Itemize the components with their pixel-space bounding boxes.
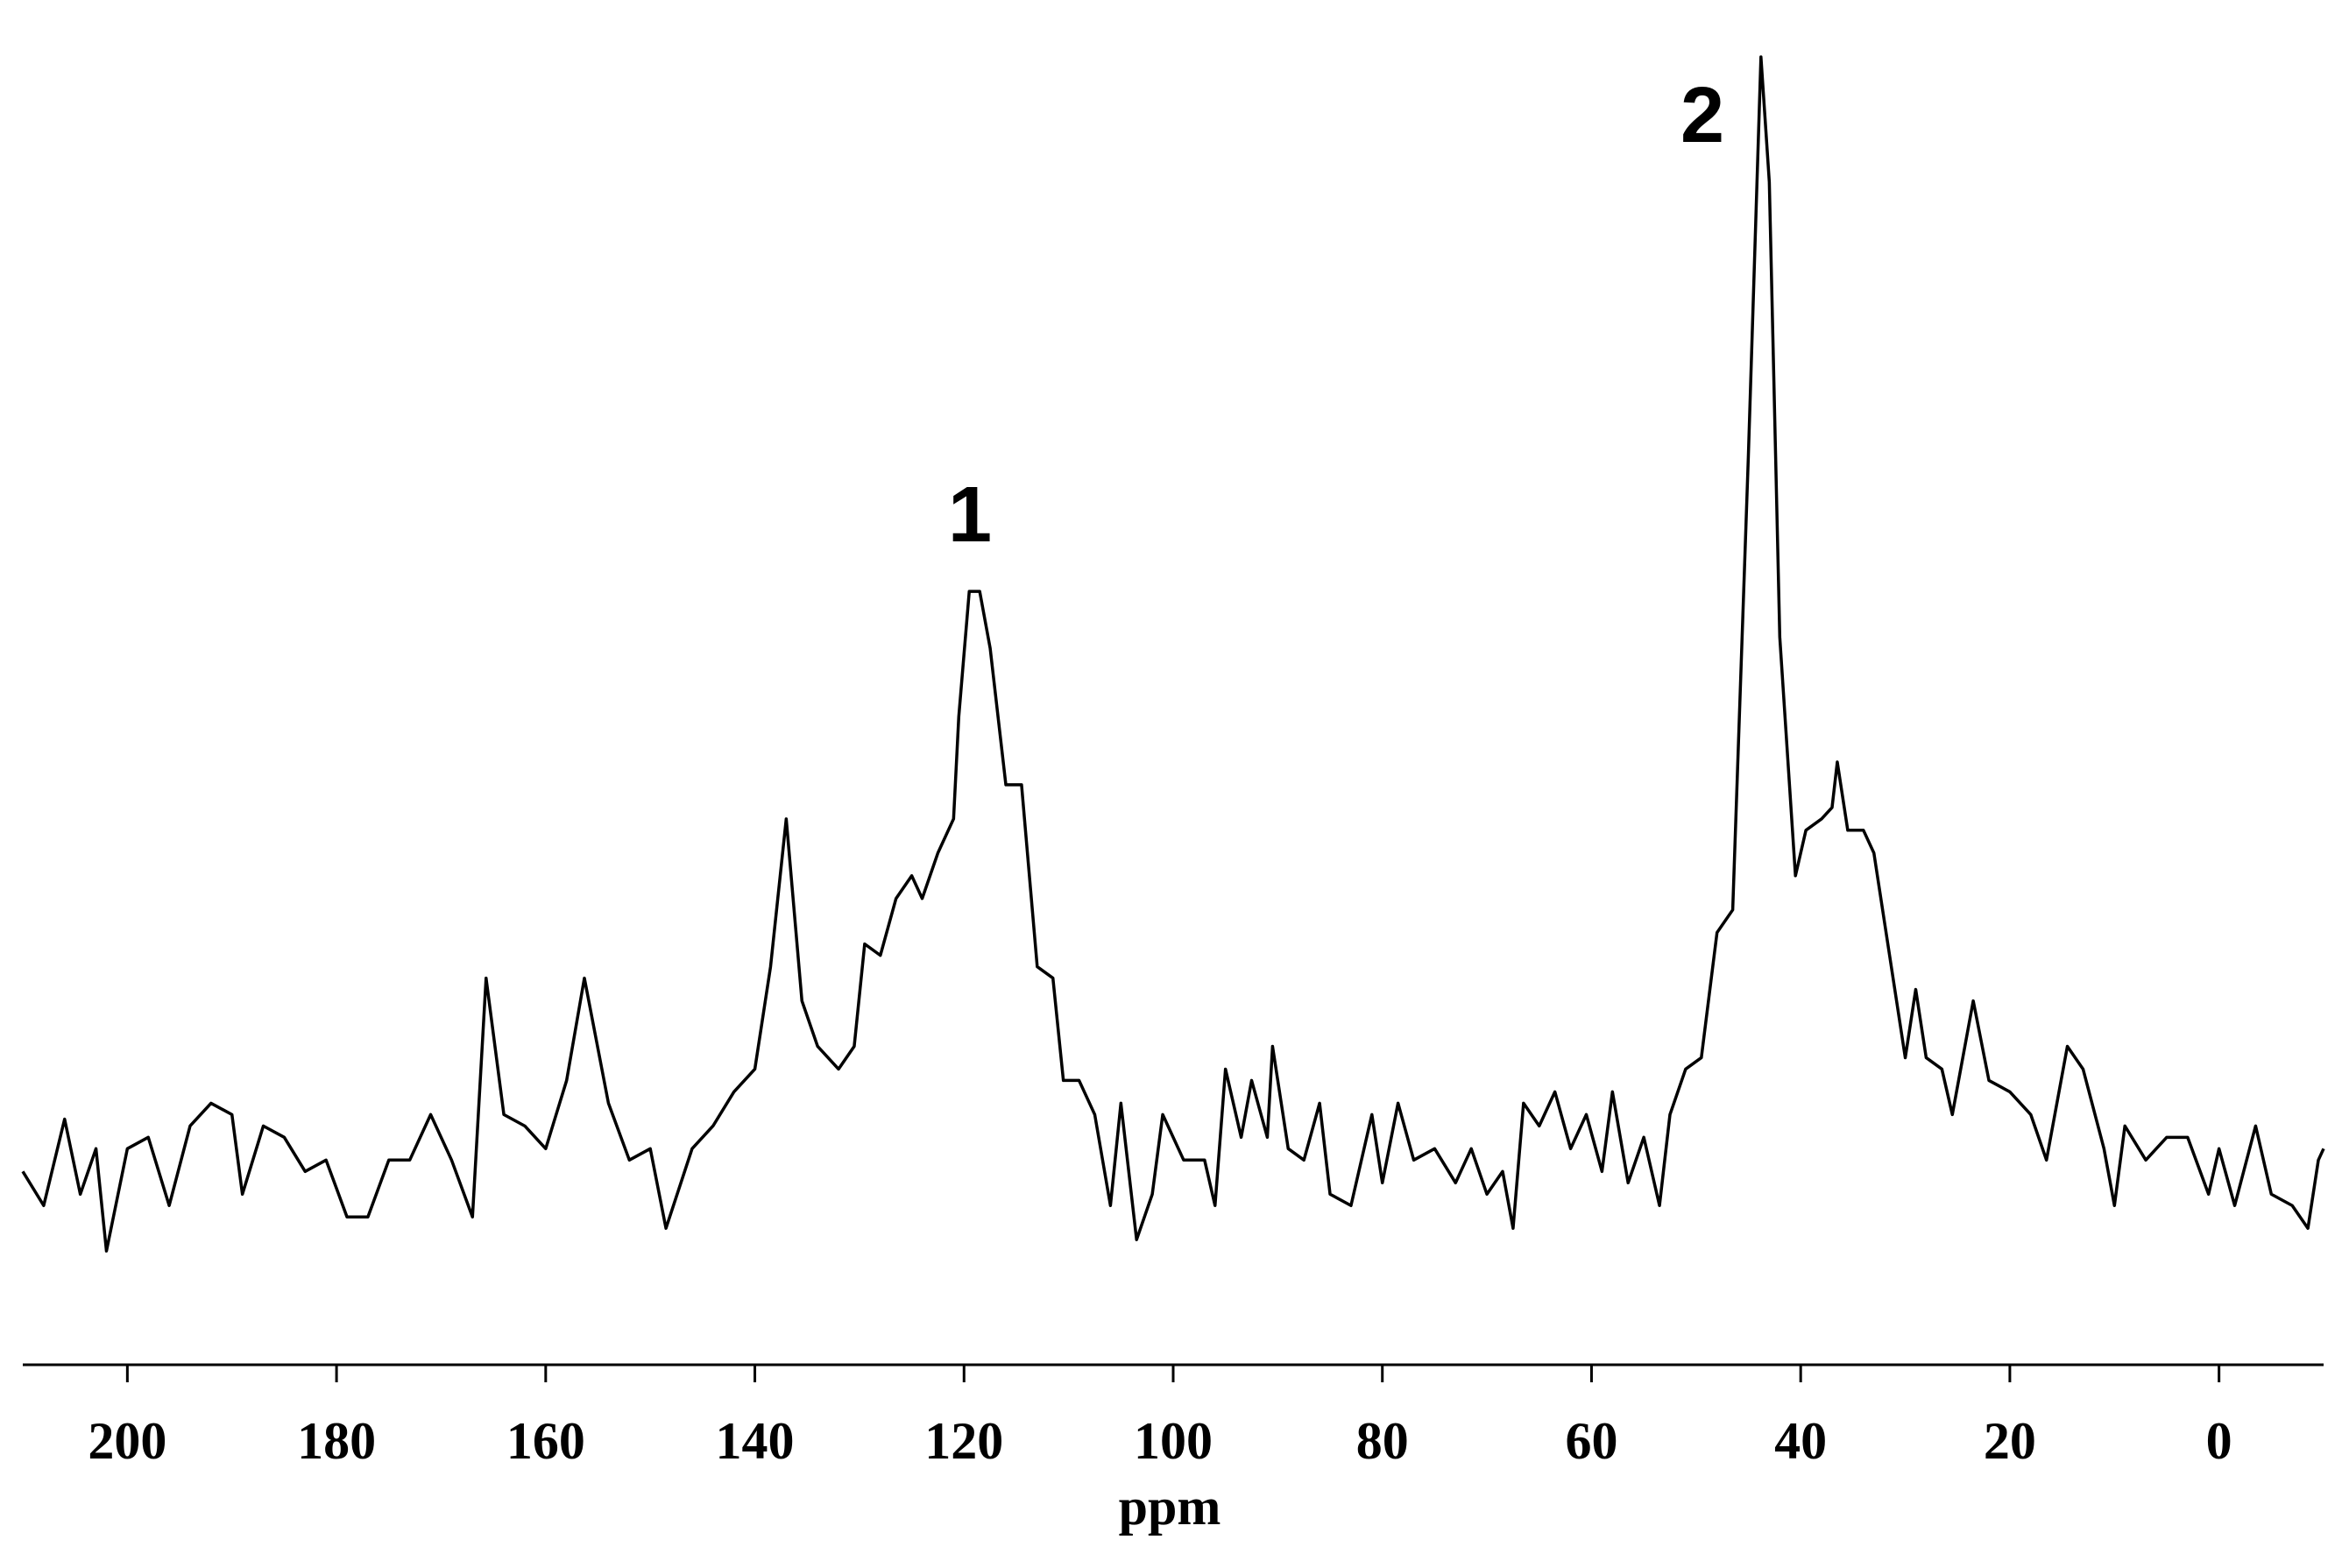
peak-label: 1 <box>948 471 992 559</box>
x-tick-label: 80 <box>1356 1412 1409 1470</box>
x-tick-label: 200 <box>88 1412 166 1470</box>
spectrum-line <box>21 55 2325 1253</box>
x-tick-label: 0 <box>2206 1412 2232 1470</box>
x-tick-label: 20 <box>1984 1412 2036 1470</box>
x-axis-label: ppm <box>1119 1478 1221 1536</box>
x-tick-label: 140 <box>716 1412 795 1470</box>
x-tick-label: 120 <box>924 1412 1003 1470</box>
peak-label: 2 <box>1680 72 1724 159</box>
x-tick-label: 100 <box>1134 1412 1213 1470</box>
x-tick-label: 180 <box>297 1412 376 1470</box>
x-tick-label: 60 <box>1565 1412 1617 1470</box>
x-tick-label: 160 <box>506 1412 585 1470</box>
x-tick-label: 40 <box>1774 1412 1827 1470</box>
